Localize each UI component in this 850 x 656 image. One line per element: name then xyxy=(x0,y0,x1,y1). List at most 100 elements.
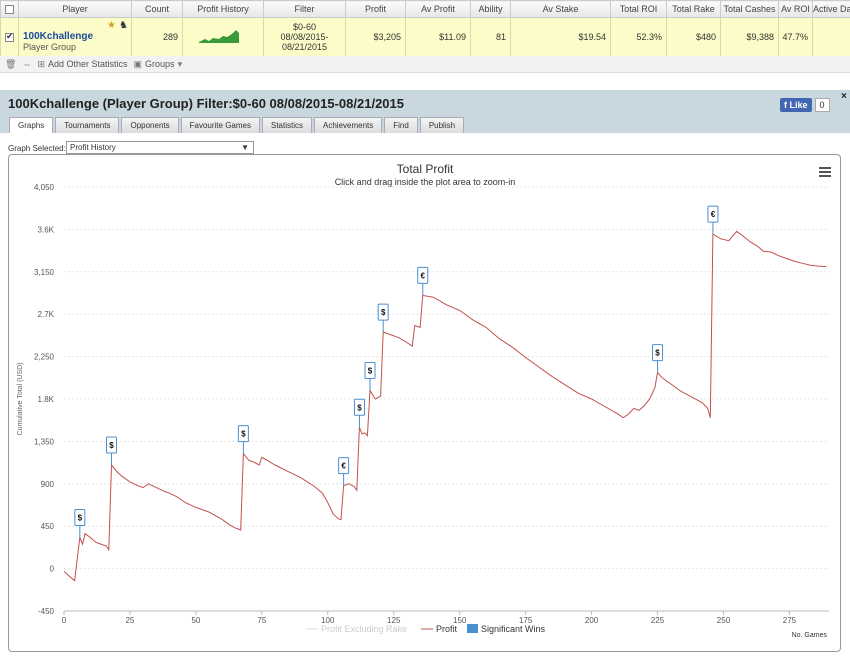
y-tick-label: 1,350 xyxy=(34,437,55,446)
groups-button[interactable]: ▣ Groups ▾ xyxy=(134,59,183,70)
column-header-av-roi[interactable]: Av ROI xyxy=(778,0,813,18)
row-select-cell[interactable] xyxy=(0,17,19,57)
table-row: ★ ♞ 100Kchallenge Player Group 289 $0-60… xyxy=(0,17,850,57)
x-tick-label: 75 xyxy=(257,616,266,625)
flag-label: € xyxy=(341,462,346,471)
y-tick-label: 4,050 xyxy=(34,183,55,192)
x-tick-label: 25 xyxy=(125,616,134,625)
y-tick-label: 900 xyxy=(41,480,55,489)
tab-opponents[interactable]: Opponents xyxy=(121,117,179,133)
graph-select-dropdown[interactable]: Profit History ▼ xyxy=(66,141,254,154)
profit-series-line xyxy=(63,230,827,582)
chart-title: Total Profit xyxy=(397,162,454,176)
trash-icon[interactable]: 🗑 xyxy=(5,58,17,69)
close-icon[interactable]: × xyxy=(841,91,847,102)
y-tick-label: 2.7K xyxy=(38,310,55,319)
link-icon[interactable]: ⇔ xyxy=(22,59,32,69)
select-all-checkbox[interactable] xyxy=(5,5,14,15)
flag-box xyxy=(353,398,365,416)
column-header-total-rake[interactable]: Total Rake xyxy=(666,0,721,18)
filter-date-end: 08/21/2015 xyxy=(281,42,328,52)
graph-select-value: Profit History xyxy=(70,143,116,152)
group-icon: ♞ xyxy=(119,20,128,31)
x-tick-label: 225 xyxy=(651,616,665,625)
flag-box xyxy=(417,266,429,284)
tab-find[interactable]: Find xyxy=(384,117,418,133)
x-tick-label: 250 xyxy=(717,616,731,625)
add-columns-icon: ⊞ xyxy=(37,58,45,69)
tab-tournaments[interactable]: Tournaments xyxy=(55,117,120,133)
column-header-profit[interactable]: Profit xyxy=(345,0,406,18)
y-tick-label: 3.6K xyxy=(38,225,55,234)
row-checkbox[interactable] xyxy=(5,31,14,43)
ability-cell: 81 xyxy=(470,17,511,57)
active-days-cell xyxy=(812,17,850,57)
profit-history-sparkline xyxy=(199,30,239,43)
tab-graphs[interactable]: Graphs xyxy=(9,117,54,133)
flag-box xyxy=(707,205,719,223)
tab-publish[interactable]: Publish xyxy=(419,117,465,133)
y-axis-ticks: -450 0 450 900 1,350 1.8K 2,250 2.7K 3,150 3.6K 4,… xyxy=(34,183,55,616)
column-header-active-days[interactable]: Active Da xyxy=(812,0,850,18)
select-all-header[interactable] xyxy=(0,0,19,18)
flag-label: $ xyxy=(655,349,660,358)
column-header-count[interactable]: Count xyxy=(131,0,183,18)
x-tick-label: 50 xyxy=(191,616,200,625)
flag-box xyxy=(105,436,117,454)
table-header-row: Player Count Profit History Filter Profi… xyxy=(0,0,850,18)
column-header-av-profit[interactable]: Av Profit xyxy=(405,0,471,18)
add-statistics-button[interactable]: ⊞ Add Other Statistics xyxy=(37,59,127,70)
y-tick-label: 3,150 xyxy=(34,268,55,277)
column-header-filter[interactable]: Filter xyxy=(263,0,346,18)
add-statistics-label: Add Other Statistics xyxy=(47,59,128,69)
chart-legend: Profit Excluding Rake Profit Significant W… xyxy=(306,624,546,634)
menu-icon-bar xyxy=(819,171,831,173)
y-tick-label: 1.8K xyxy=(38,395,55,404)
column-header-player[interactable]: Player xyxy=(18,0,132,18)
av-stake-cell: $19.54 xyxy=(510,17,611,57)
tab-statistics[interactable]: Statistics xyxy=(261,117,312,133)
tab-achievements[interactable]: Achievements xyxy=(314,117,383,133)
x-tick-label: 200 xyxy=(585,616,599,625)
menu-icon-bar xyxy=(819,175,831,177)
save-icon: ▣ xyxy=(133,58,143,69)
y-axis-label: Cumulative Total (USD) xyxy=(17,362,24,435)
column-header-av-stake[interactable]: Av Stake xyxy=(510,0,611,18)
column-header-profit-history[interactable]: Profit History xyxy=(182,0,264,18)
dropdown-arrow-icon: ▼ xyxy=(241,143,249,152)
table-toolbar: 🗑 ⇔ ⊞ Add Other Statistics ▣ Groups ▾ xyxy=(0,56,850,73)
facebook-like-label: Like xyxy=(789,100,808,110)
legend-label-significant-wins: Significant Wins xyxy=(481,624,546,634)
legend-label-excluding-rake: Profit Excluding Rake xyxy=(321,624,407,634)
chart-subtitle: Click and drag inside the plot area to z… xyxy=(335,177,516,187)
flag-label: € xyxy=(421,271,426,280)
x-axis-ticks: 0 25 50 75 100 125 150 175 200 225 250 275 xyxy=(62,611,797,625)
tab-favourite-games[interactable]: Favourite Games xyxy=(180,117,260,133)
column-header-ability[interactable]: Ability xyxy=(470,0,511,18)
player-name-link[interactable]: 100Kchallenge xyxy=(23,30,94,42)
av-roi-cell: 47.7% xyxy=(778,17,813,57)
y-tick-label: -450 xyxy=(38,607,55,616)
column-header-total-roi[interactable]: Total ROI xyxy=(610,0,667,18)
total-profit-chart: Total Profit Click and drag inside the p… xyxy=(8,154,841,652)
player-cell: ★ ♞ 100Kchallenge Player Group xyxy=(18,17,132,57)
star-icon: ★ xyxy=(107,20,116,31)
column-header-total-cashes[interactable]: Total Cashes xyxy=(720,0,779,18)
x-axis-label: No. Games xyxy=(792,632,828,639)
y-tick-label: 450 xyxy=(41,522,55,531)
flag-label: $ xyxy=(357,403,362,412)
details-tabs: Graphs Tournaments Opponents Favourite G… xyxy=(9,117,465,133)
flag-label: $ xyxy=(381,308,386,317)
chart-menu-icon[interactable] xyxy=(819,167,831,177)
flag-label: $ xyxy=(109,441,114,450)
filter-date-start: 08/08/2015- xyxy=(280,32,329,42)
flag-label: $ xyxy=(78,514,83,523)
player-stats-table: Player Count Profit History Filter Profi… xyxy=(0,0,850,57)
facebook-like-button[interactable]: f Like xyxy=(780,98,812,112)
page-title: 100Kchallenge (Player Group) Filter:$0-6… xyxy=(8,96,404,111)
y-tick-label: 0 xyxy=(50,565,55,574)
chart-svg[interactable]: Total Profit Click and drag inside the p… xyxy=(9,155,842,653)
sparkline-area xyxy=(199,30,239,43)
count-cell: 289 xyxy=(131,17,183,57)
flag-box xyxy=(338,457,350,475)
